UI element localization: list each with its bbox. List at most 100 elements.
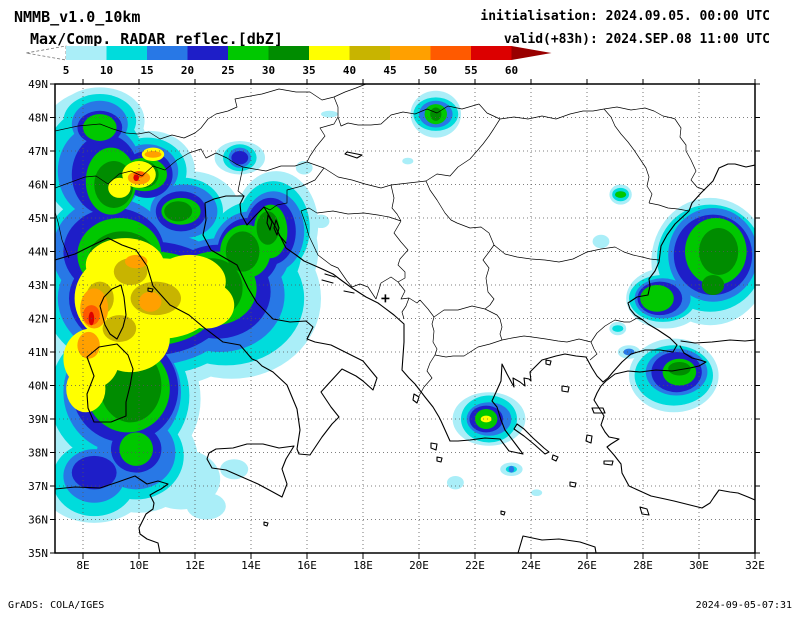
lat-label: 45N bbox=[28, 212, 48, 225]
lat-label: 43N bbox=[28, 279, 48, 292]
radar-blob-5dbz bbox=[186, 492, 226, 520]
colorbar-legend: 5 10 15 20 25 30 35 40 45 50 55 60 bbox=[25, 45, 552, 77]
radar-blob-25dbz bbox=[83, 114, 117, 141]
radar-blob-10dbz bbox=[612, 325, 624, 332]
lon-label: 16E bbox=[297, 559, 317, 572]
radar-blob-25dbz bbox=[640, 285, 674, 312]
lon-label: 20E bbox=[409, 559, 429, 572]
radar-blob-5dbz bbox=[312, 214, 330, 229]
lat-label: 44N bbox=[28, 246, 48, 259]
radar-blob-30dbz bbox=[668, 362, 691, 376]
coastline-balkans-blacksea bbox=[239, 163, 755, 455]
radar-blob-5dbz bbox=[447, 475, 464, 490]
radar-blob-25dbz bbox=[119, 432, 153, 466]
lat-label: 41N bbox=[28, 346, 48, 359]
coastline-crete bbox=[517, 535, 597, 553]
coastline-sicily bbox=[206, 443, 295, 498]
initialisation-label: initialisation: 2024.09.05. 00:00 UTC bbox=[480, 9, 770, 24]
colorbar-tick-label: 50 bbox=[424, 64, 437, 77]
country-borders bbox=[55, 84, 706, 397]
lat-label: 48N bbox=[28, 112, 48, 125]
lat-label: 38N bbox=[28, 447, 48, 460]
lon-label: 26E bbox=[577, 559, 597, 572]
radar-blob-45dbz bbox=[77, 331, 100, 359]
lon-label: 12E bbox=[185, 559, 205, 572]
country-borders-path bbox=[55, 84, 706, 397]
colorbar-above-arrow bbox=[511, 46, 552, 60]
colorbar-below-arrow bbox=[25, 45, 67, 61]
grid-lines bbox=[55, 84, 755, 553]
lon-label: 24E bbox=[521, 559, 541, 572]
variable-label: Max/Comp. RADAR reflec.[dbZ] bbox=[30, 30, 283, 48]
lat-label: 49N bbox=[28, 78, 48, 91]
colorbar-segment bbox=[309, 46, 350, 60]
radar-blob-5dbz bbox=[220, 459, 249, 480]
lon-label: 18E bbox=[353, 559, 373, 572]
lon-label: 10E bbox=[129, 559, 149, 572]
lat-label: 35N bbox=[28, 547, 48, 560]
radar-blob-15dbz bbox=[623, 348, 635, 356]
radar-blob-35dbz bbox=[66, 365, 106, 413]
colorbar-tick-label: 20 bbox=[181, 64, 194, 77]
lat-label: 47N bbox=[28, 145, 48, 158]
lat-label: 40N bbox=[28, 380, 48, 393]
colorbar-tick-label: 30 bbox=[262, 64, 275, 77]
lon-label: 28E bbox=[633, 559, 653, 572]
colorbar-tick-label: 45 bbox=[383, 64, 396, 77]
radar-blob-35dbz bbox=[108, 177, 131, 198]
radar-blob-40dbz bbox=[102, 315, 137, 342]
colorbar-segment bbox=[228, 46, 269, 60]
lat-label: 39N bbox=[28, 413, 48, 426]
radar-blob-35dbz bbox=[480, 415, 492, 423]
radar-blob-45dbz bbox=[127, 171, 151, 185]
lon-label: 14E bbox=[241, 559, 261, 572]
radar-blob-5dbz bbox=[531, 489, 543, 497]
colorbar-segment bbox=[268, 46, 309, 60]
colorbar-segment bbox=[147, 46, 188, 60]
lon-label: 22E bbox=[465, 559, 485, 572]
colorbar-tick-label: 60 bbox=[505, 64, 518, 77]
coastline-turkey bbox=[593, 339, 755, 509]
radar-blob-55dbz bbox=[133, 174, 139, 182]
radar-blob-20dbz bbox=[231, 151, 249, 165]
radar-blob-30dbz bbox=[430, 107, 442, 121]
radar-blob-30dbz bbox=[164, 201, 193, 222]
radar-blob-30dbz bbox=[699, 228, 739, 275]
lat-label: 37N bbox=[28, 480, 48, 493]
colorbar-tick-label: 5 bbox=[63, 64, 70, 77]
colorbar-tick-label: 55 bbox=[464, 64, 477, 77]
colorbar-segment bbox=[430, 46, 471, 60]
colorbar-tick-label: 40 bbox=[343, 64, 356, 77]
coastline-italy bbox=[55, 195, 378, 456]
lon-label: 32E bbox=[745, 559, 765, 572]
colorbar-tick-label: 15 bbox=[140, 64, 153, 77]
radar-blob-45dbz bbox=[139, 291, 162, 312]
colorbar-tick-label: 35 bbox=[302, 64, 315, 77]
radar-blob-30dbz bbox=[225, 231, 260, 272]
station-marker bbox=[381, 294, 390, 303]
lon-label: 8E bbox=[76, 559, 89, 572]
lat-label: 36N bbox=[28, 514, 48, 527]
colorbar-tick-label: 25 bbox=[221, 64, 234, 77]
plus-marker-icon bbox=[381, 294, 390, 303]
grads-credit: GrADS: COLA/IGES bbox=[8, 600, 104, 611]
coastline-islands bbox=[147, 151, 650, 527]
radar-blob-35dbz bbox=[178, 281, 235, 329]
radar-blob-25dbz bbox=[615, 191, 627, 198]
radar-blob-30dbz bbox=[701, 274, 725, 296]
radar-blob-5dbz bbox=[592, 234, 610, 249]
colorbar-segment bbox=[187, 46, 228, 60]
colorbar-segment bbox=[471, 46, 512, 60]
coastlines bbox=[55, 151, 755, 553]
axis-labels: 8E 10E 12E 14E 16E 18E 20E 22E 24E 26E 28E 30E 32E 49… bbox=[28, 78, 765, 572]
radar-blob-45dbz bbox=[144, 151, 162, 158]
creation-timestamp: 2024-09-05-07:31 bbox=[696, 600, 792, 611]
radar-blob-5dbz bbox=[321, 110, 338, 118]
radar-blob-15dbz bbox=[508, 465, 515, 473]
lat-label: 42N bbox=[28, 313, 48, 326]
coastline-sardinia bbox=[86, 343, 134, 423]
colorbar-segment bbox=[390, 46, 431, 60]
model-title: NMMB_v1.0_10km bbox=[14, 8, 140, 26]
colorbar-segment bbox=[66, 46, 107, 60]
